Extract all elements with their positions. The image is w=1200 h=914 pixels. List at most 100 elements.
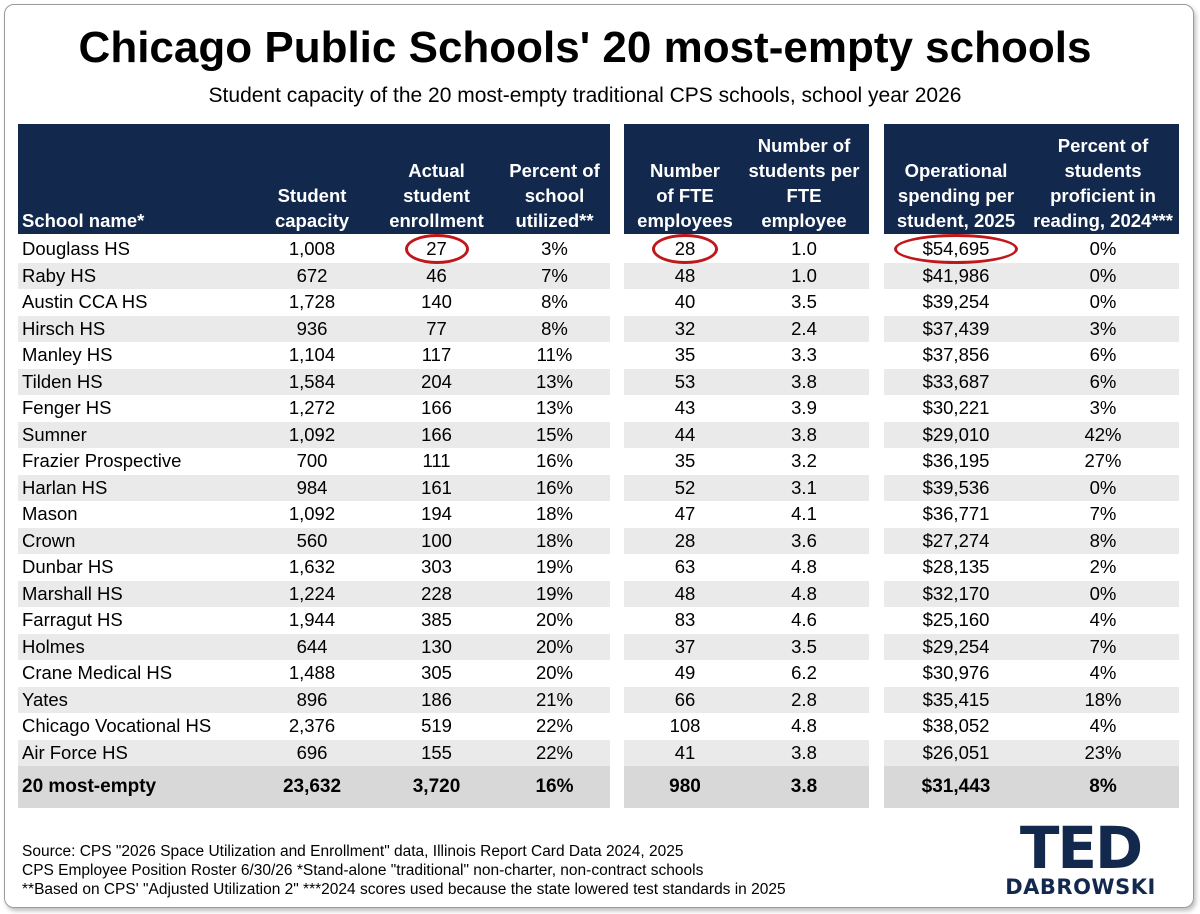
cell-actual-enrollment: 46 bbox=[426, 264, 447, 286]
total-reading-proficiency: 8% bbox=[1089, 776, 1117, 797]
cell-spending-per-student: $38,052 bbox=[922, 715, 990, 736]
table-row: Sumner 1,092 166 15% bbox=[18, 421, 610, 448]
source-note-line: Source: CPS "2026 Space Utilization and … bbox=[22, 843, 684, 860]
column-header-students-per-fte: Number of students per FTE employee bbox=[748, 135, 860, 231]
table-row: Raby HS 672 46 7% bbox=[18, 262, 610, 289]
table-row: Fenger HS 1,272 166 13% bbox=[18, 395, 610, 422]
cell-spending-per-student: $35,415 bbox=[922, 688, 990, 710]
table-row: Air Force HS 696 155 22% bbox=[18, 739, 610, 766]
cell-percent-utilized: 13% bbox=[535, 397, 574, 418]
cell-school-name: Air Force HS bbox=[22, 741, 128, 763]
table-row: $41,986 0% bbox=[884, 262, 1179, 289]
cell-spending-per-student: $30,221 bbox=[922, 397, 990, 418]
cell-students-per-fte: 6.2 bbox=[791, 662, 817, 683]
table-row: $30,976 4% bbox=[884, 660, 1179, 687]
cell-school-name: Yates bbox=[22, 688, 68, 710]
cell-student-capacity: 896 bbox=[296, 688, 328, 710]
chart-title: Chicago Public Schools' 20 most-empty sc… bbox=[78, 23, 1092, 72]
cell-percent-utilized: 11% bbox=[536, 344, 573, 365]
cell-fte-employees: 63 bbox=[674, 556, 696, 577]
table-row: Farragut HS 1,944 385 20% bbox=[18, 607, 610, 634]
cell-actual-enrollment: 77 bbox=[426, 317, 447, 339]
cell-reading-proficiency: 0% bbox=[1089, 582, 1117, 604]
cell-student-capacity: 936 bbox=[296, 317, 328, 339]
table-row: $33,687 6% bbox=[884, 368, 1179, 395]
cell-actual-enrollment: 161 bbox=[421, 476, 452, 498]
cell-actual-enrollment: 228 bbox=[421, 582, 452, 604]
cell-fte-employees: 48 bbox=[674, 264, 696, 286]
source-note-line: **Based on CPS' "Adjusted Utilization 2"… bbox=[22, 881, 786, 898]
cell-percent-utilized: 8% bbox=[541, 317, 568, 339]
cell-school-name: Farragut HS bbox=[22, 609, 123, 630]
cell-student-capacity: 1,092 bbox=[288, 503, 336, 524]
cell-reading-proficiency: 7% bbox=[1089, 503, 1117, 524]
table-row: 41 3.8 bbox=[624, 739, 869, 766]
table-row: 35 3.2 bbox=[624, 448, 869, 475]
table-row: 83 4.6 bbox=[624, 607, 869, 634]
cell-percent-utilized: 3% bbox=[541, 238, 568, 259]
cell-students-per-fte: 3.6 bbox=[791, 529, 817, 551]
source-note-line: CPS Employee Position Roster 6/30/26 *St… bbox=[22, 862, 704, 879]
cell-student-capacity: 1,584 bbox=[288, 370, 336, 392]
total-fte-employees: 980 bbox=[669, 776, 701, 797]
cell-student-capacity: 1,104 bbox=[288, 344, 336, 365]
cell-actual-enrollment: 117 bbox=[421, 344, 452, 365]
logo-line-1: TED bbox=[1019, 814, 1143, 882]
cell-actual-enrollment: 166 bbox=[421, 423, 452, 445]
table-row: Frazier Prospective 700 111 16% bbox=[18, 448, 610, 475]
cell-students-per-fte: 4.1 bbox=[791, 503, 817, 524]
cell-student-capacity: 696 bbox=[296, 741, 328, 763]
cell-reading-proficiency: 0% bbox=[1089, 264, 1117, 286]
cell-reading-proficiency: 6% bbox=[1089, 370, 1117, 392]
cell-spending-per-student: $25,160 bbox=[922, 609, 990, 630]
column-header-school-name: School name* bbox=[22, 210, 145, 231]
cell-actual-enrollment: 303 bbox=[421, 556, 452, 577]
cell-actual-enrollment: 166 bbox=[421, 397, 452, 418]
table-header: School name* Student capacity Actual stude… bbox=[18, 124, 610, 234]
cell-percent-utilized: 18% bbox=[535, 503, 574, 524]
cell-students-per-fte: 3.9 bbox=[791, 397, 817, 418]
cell-fte-employees: 40 bbox=[674, 291, 696, 312]
table-row: $32,170 0% bbox=[884, 580, 1179, 607]
cell-reading-proficiency: 0% bbox=[1089, 476, 1117, 498]
cell-percent-utilized: 18% bbox=[535, 529, 574, 551]
cell-students-per-fte: 3.1 bbox=[791, 476, 817, 498]
cell-school-name: Chicago Vocational HS bbox=[22, 715, 212, 736]
cell-actual-enrollment: 519 bbox=[421, 715, 452, 736]
cell-fte-employees: 41 bbox=[674, 741, 696, 763]
cell-student-capacity: 672 bbox=[296, 264, 328, 286]
table-row: 32 2.4 bbox=[624, 315, 869, 342]
cell-fte-employees: 44 bbox=[674, 423, 696, 445]
column-header-reading-proficiency: Percent of students proficient in readin… bbox=[1033, 135, 1173, 231]
table-row: 52 3.1 bbox=[624, 474, 869, 501]
cell-spending-per-student: $36,771 bbox=[922, 503, 990, 524]
cell-percent-utilized: 8% bbox=[541, 291, 568, 312]
cell-spending-per-student: $29,010 bbox=[922, 423, 990, 445]
cell-spending-per-student: $33,687 bbox=[922, 370, 990, 392]
table-row: $36,195 27% bbox=[884, 448, 1179, 475]
highlight-circle bbox=[894, 234, 1018, 265]
cell-reading-proficiency: 3% bbox=[1089, 397, 1117, 418]
total-row: $31,443 8% bbox=[884, 766, 1179, 808]
table-row: 40 3.5 bbox=[624, 289, 869, 316]
column-header-percent-utilized: Percent of school utilized** bbox=[509, 160, 600, 231]
table-row: $37,439 3% bbox=[884, 315, 1179, 342]
column-header-fte-employees: Number of FTE employees bbox=[637, 160, 733, 231]
total-student-capacity: 23,632 bbox=[282, 776, 342, 797]
cell-reading-proficiency: 27% bbox=[1084, 450, 1122, 471]
table-row: 47 4.1 bbox=[624, 501, 869, 528]
cell-school-name: Crane Medical HS bbox=[22, 662, 173, 683]
cell-percent-utilized: 19% bbox=[535, 556, 574, 577]
cell-spending-per-student: $41,986 bbox=[922, 264, 990, 286]
cell-student-capacity: 1,008 bbox=[288, 238, 336, 259]
table-row: Hirsch HS 936 77 8% bbox=[18, 315, 610, 342]
cell-reading-proficiency: 6% bbox=[1089, 344, 1117, 365]
cell-fte-employees: 66 bbox=[674, 688, 696, 710]
cell-students-per-fte: 4.8 bbox=[791, 556, 817, 577]
table-row: 43 3.9 bbox=[624, 395, 869, 422]
highlight-circle bbox=[652, 234, 718, 265]
cell-percent-utilized: 22% bbox=[535, 741, 574, 763]
cell-reading-proficiency: 2% bbox=[1089, 556, 1117, 577]
table-header: Number of FTE employees Number of student… bbox=[624, 124, 869, 234]
total-spending-per-student: $31,443 bbox=[921, 776, 991, 797]
